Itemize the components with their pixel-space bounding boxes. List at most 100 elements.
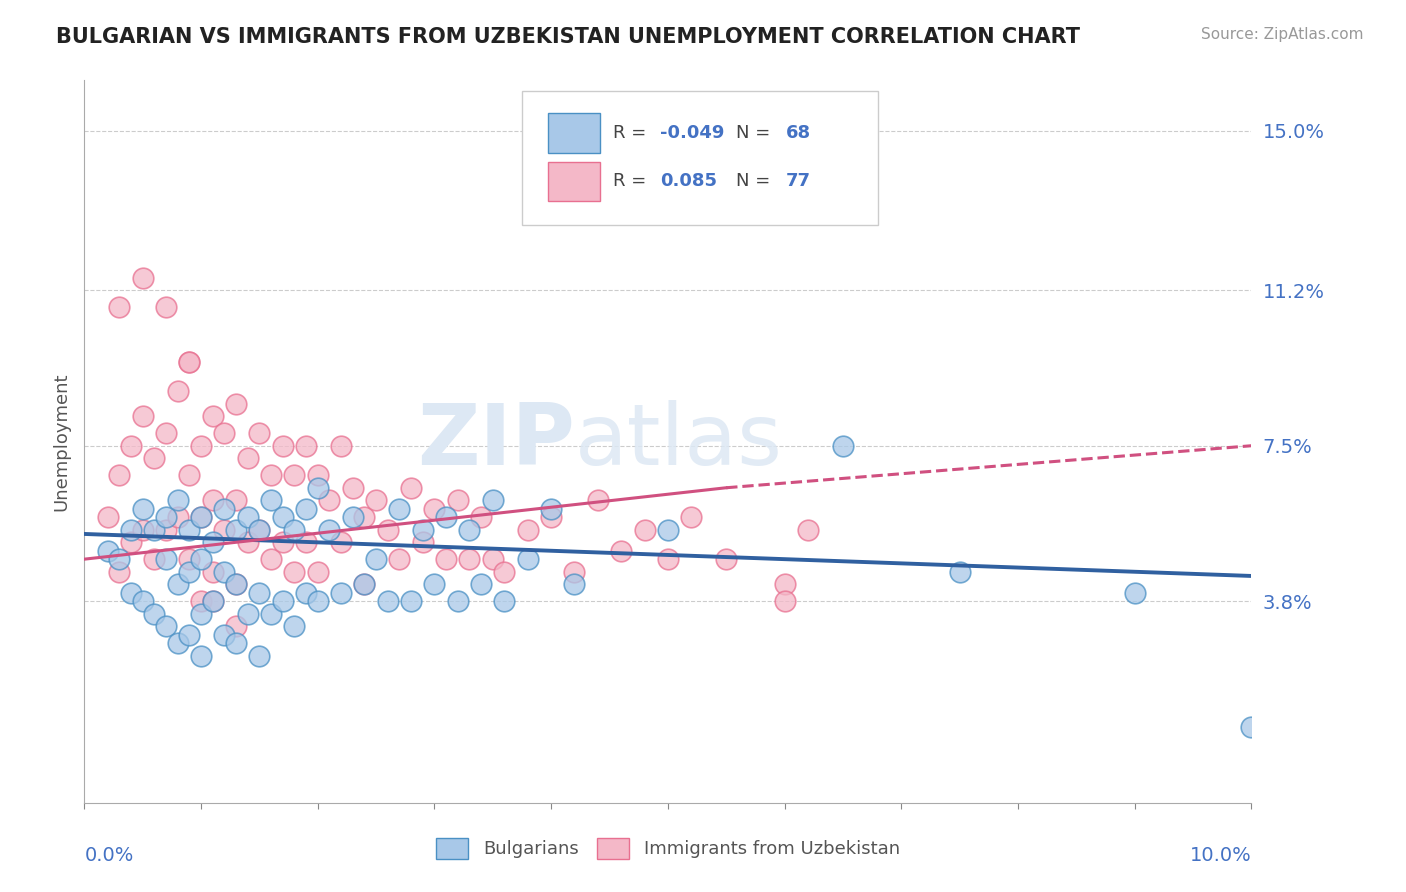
Point [832,439,855,453]
Point [249,523,271,537]
Point [773,594,796,608]
Point [166,577,188,591]
Text: N =: N = [735,172,776,190]
Point [516,552,538,566]
Point [260,493,283,508]
Point [447,594,470,608]
Point [399,481,422,495]
Point [155,426,177,441]
Point [236,607,259,621]
Point [97,543,120,558]
Text: atlas: atlas [575,400,783,483]
FancyBboxPatch shape [548,161,600,202]
Point [307,481,329,495]
Point [716,552,738,566]
Point [482,493,505,508]
Point [225,493,247,508]
Point [108,565,131,579]
Point [516,523,538,537]
Point [564,577,586,591]
Point [108,300,131,314]
Point [190,607,212,621]
Point [470,510,492,524]
Point [155,300,177,314]
Point [201,535,224,549]
Point [330,586,353,600]
Point [201,409,224,424]
Point [283,619,305,633]
Text: 10.0%: 10.0% [1189,847,1251,865]
Point [179,628,201,642]
Point [225,577,247,591]
Point [214,426,236,441]
Point [494,565,516,579]
Text: N =: N = [735,124,776,142]
Point [283,468,305,483]
Point [458,552,481,566]
Text: 0.085: 0.085 [659,172,717,190]
Point [494,594,516,608]
Point [610,543,633,558]
Point [155,619,177,633]
Point [179,355,201,369]
Point [179,565,201,579]
Point [657,523,679,537]
Point [249,586,271,600]
Point [366,552,388,566]
Point [307,565,329,579]
Point [470,577,492,591]
Point [225,397,247,411]
Point [423,577,446,591]
Point [633,523,655,537]
Point [155,552,177,566]
Text: BULGARIAN VS IMMIGRANTS FROM UZBEKISTAN UNEMPLOYMENT CORRELATION CHART: BULGARIAN VS IMMIGRANTS FROM UZBEKISTAN … [56,27,1080,46]
Point [271,439,294,453]
Point [295,439,318,453]
Point [377,594,399,608]
Point [225,636,247,650]
Point [377,523,399,537]
Point [236,535,259,549]
Point [225,619,247,633]
Point [155,510,177,524]
Point [214,523,236,537]
Text: R =: R = [613,172,652,190]
Point [132,523,155,537]
Point [423,501,446,516]
Point [132,501,155,516]
Point [201,493,224,508]
Text: 0.0%: 0.0% [84,847,134,865]
Point [225,577,247,591]
Point [295,535,318,549]
Point [120,439,142,453]
Point [271,594,294,608]
Text: ZIP: ZIP [416,400,575,483]
Point [318,493,340,508]
FancyBboxPatch shape [548,113,600,153]
Point [143,451,166,466]
Point [399,594,422,608]
Point [458,523,481,537]
Point [143,552,166,566]
Point [214,628,236,642]
Point [179,468,201,483]
Point [143,607,166,621]
Point [143,523,166,537]
Point [166,510,188,524]
Text: -0.049: -0.049 [659,124,724,142]
Point [307,594,329,608]
Point [283,523,305,537]
Point [434,552,457,566]
Point [260,552,283,566]
Point [201,565,224,579]
Point [120,535,142,549]
Point [773,577,796,591]
Point [190,510,212,524]
Point [236,451,259,466]
Point [166,384,188,398]
Point [318,523,340,537]
Point [108,468,131,483]
Point [564,565,586,579]
Point [366,493,388,508]
Point [295,586,318,600]
